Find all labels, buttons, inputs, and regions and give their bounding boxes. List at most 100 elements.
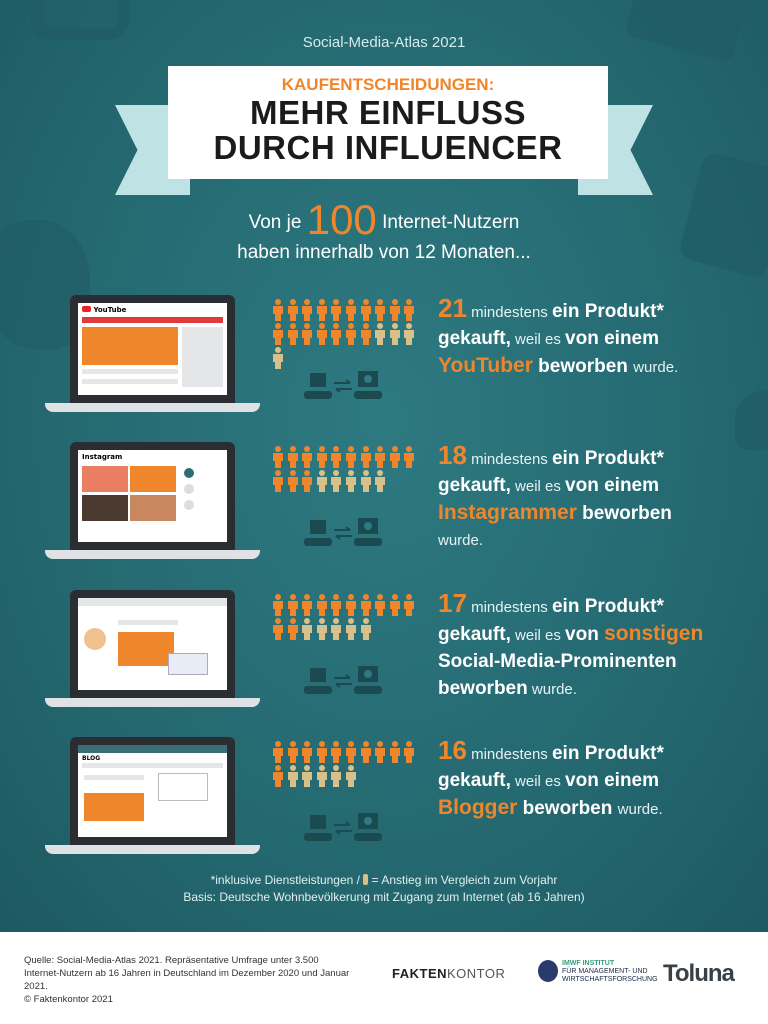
influencer-row-youtube: YouTube 21 mindestens ein Produkt* gekauf… [0, 295, 768, 435]
person-increase-icon [374, 470, 386, 492]
person-icon [316, 299, 328, 321]
logo-text: FÜR MANAGEMENT- UND [562, 968, 648, 975]
intro: Von je 100 Internet-Nutzern haben innerh… [0, 199, 768, 268]
text-bold: beworben [576, 503, 672, 524]
person-icon [287, 446, 299, 468]
person-icon [389, 299, 401, 321]
text-bold: beworben [532, 356, 634, 377]
row-text: 18 mindestens ein Produkt* gekauft, weil … [438, 442, 758, 554]
screen-label: YouTube [93, 306, 127, 314]
title-banner: KAUFENTSCHEIDUNGEN: MEHR EINFLUSS DURCH … [168, 66, 608, 179]
laptop-base [45, 550, 260, 559]
facebook-icon [624, 0, 746, 64]
source-text: Quelle: Social-Media-Atlas 2021. Repräse… [24, 955, 350, 992]
person-icon [301, 594, 313, 616]
text-light: wurde. [438, 532, 484, 549]
subtitle: KAUFENTSCHEIDUNGEN: [281, 75, 495, 94]
screen-mockup: BLOG [78, 745, 227, 837]
laptop-illustration: BLOG [70, 737, 235, 845]
person-icon [330, 299, 342, 321]
text-bold: ein Produkt* [551, 301, 664, 322]
logo-text: FAKTEN [392, 966, 447, 981]
youtube-logo-icon [82, 306, 91, 312]
person-icon [374, 594, 386, 616]
person-increase-icon [287, 765, 299, 787]
text-light: mindestens [466, 304, 552, 321]
text-light: wurde. [527, 681, 577, 698]
source: Quelle: Social-Media-Atlas 2021. Repräse… [24, 954, 354, 1006]
text-bold: gekauft, [438, 328, 511, 349]
toluna-logo: Toluna [663, 960, 735, 987]
kicker: Social-Media-Atlas 2021 [302, 34, 466, 51]
person-icon [403, 741, 415, 763]
footer: Quelle: Social-Media-Atlas 2021. Repräse… [0, 932, 768, 1024]
text-bold: von einem [565, 328, 660, 349]
text-num: 21 [438, 293, 467, 323]
person-icon [272, 323, 284, 345]
text-num: 16 [438, 735, 467, 765]
intro-number: 100 [306, 196, 377, 243]
laptop-illustration: Instagram [70, 442, 235, 550]
person-icon [345, 446, 357, 468]
person-increase-icon [316, 765, 328, 787]
person-icon [301, 470, 313, 492]
text-light: weil es [510, 331, 566, 348]
laptop-base [45, 698, 260, 707]
person-icon [272, 594, 284, 616]
text-bold: ein Produkt* [551, 596, 664, 617]
laptop-illustration: YouTube [70, 295, 235, 403]
text-bold: beworben [517, 798, 618, 819]
text-light: weil es [510, 627, 566, 644]
person-icon [316, 594, 328, 616]
note-footnote: *inklusive Dienstleistungen / [210, 873, 360, 887]
person-icon [403, 446, 415, 468]
imwf-emblem-icon [538, 960, 558, 982]
person-increase-icon [345, 618, 357, 640]
text-bold: gekauft, [438, 475, 511, 496]
person-icon [374, 446, 386, 468]
person-increase-icon [403, 323, 415, 345]
text-bold: Social-Media-Prominenten [438, 651, 677, 672]
person-increase-icon [360, 470, 372, 492]
note-basis: Basis: Deutsche Wohnbevölkerung mit Zuga… [183, 890, 585, 904]
text-light: wurde. [617, 801, 663, 818]
text-hl: sonstigen [604, 622, 704, 645]
person-icon [272, 765, 284, 787]
person-icon [301, 299, 313, 321]
person-icon [360, 446, 372, 468]
logo-text: KONTOR [447, 966, 506, 981]
person-icon [403, 299, 415, 321]
product-money-exchange-icon [304, 518, 382, 546]
text-bold: ein Produkt* [551, 743, 664, 764]
text-bold: gekauft, [438, 770, 511, 791]
person-increase-icon [316, 618, 328, 640]
person-increase-icon [272, 347, 284, 369]
instagram-icon [30, 0, 130, 40]
person-icon [287, 741, 299, 763]
person-icon [287, 594, 299, 616]
screen-mockup [78, 598, 227, 690]
person-icon [389, 594, 401, 616]
product-money-exchange-icon [304, 813, 382, 841]
text-light: weil es [510, 478, 566, 495]
person-icon [301, 741, 313, 763]
person-increase-icon [330, 470, 342, 492]
person-icon [345, 299, 357, 321]
product-money-exchange-icon [304, 666, 382, 694]
text-bold: ein Produkt* [551, 448, 664, 469]
intro-pre: Von je [248, 212, 302, 233]
person-icon [389, 446, 401, 468]
person-icon [360, 299, 372, 321]
screen-label: Instagram [82, 453, 123, 461]
text-bold: gekauft, [438, 624, 511, 645]
person-icon [345, 741, 357, 763]
intro-line-2: haben innerhalb von 12 Monaten... [237, 242, 531, 263]
person-icon [272, 618, 284, 640]
text-light: mindestens [466, 599, 552, 616]
laptop-base [45, 845, 260, 854]
person-icon [403, 594, 415, 616]
person-icon [345, 594, 357, 616]
laptop-illustration [70, 590, 235, 698]
text-bold: von [565, 624, 605, 645]
screen-mockup: YouTube [78, 303, 227, 395]
